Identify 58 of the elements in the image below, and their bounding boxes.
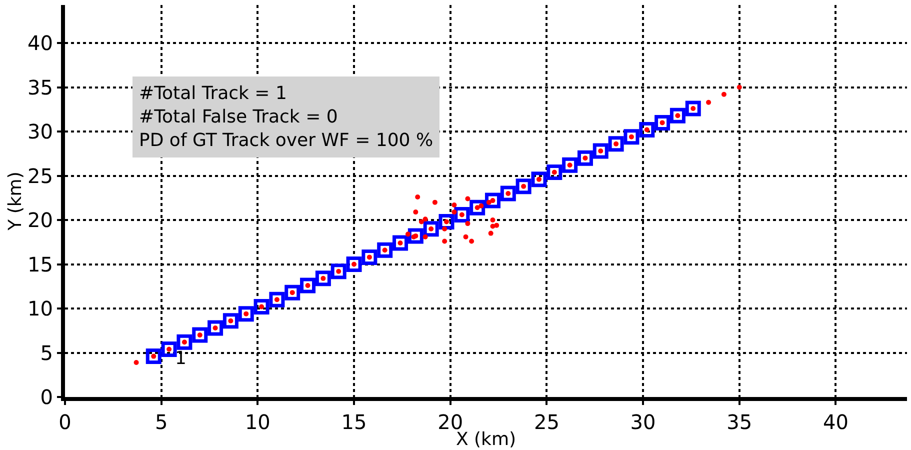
point bbox=[146, 348, 162, 364]
x-tick-label: 40 bbox=[822, 410, 848, 434]
x-axis-title: X (km) bbox=[456, 429, 516, 450]
y-tick-label: 35 bbox=[28, 75, 53, 100]
y-tick-label: 25 bbox=[28, 164, 53, 188]
point bbox=[624, 129, 640, 145]
point bbox=[500, 186, 516, 202]
point bbox=[300, 278, 316, 294]
y-tick-label: 5 bbox=[40, 340, 53, 365]
point bbox=[377, 242, 393, 258]
annotation: #Total False Track = 0 bbox=[139, 106, 338, 128]
x-tick-label: 5 bbox=[154, 410, 168, 434]
point bbox=[577, 150, 593, 166]
point bbox=[315, 270, 331, 286]
point bbox=[546, 164, 562, 180]
x-tick-label: 30 bbox=[630, 410, 656, 434]
y-tick-label: 40 bbox=[28, 31, 53, 56]
annotation: PD of GT Track over WF = 100 % bbox=[139, 130, 434, 151]
x-tick-label: 10 bbox=[244, 410, 270, 434]
point bbox=[192, 327, 208, 343]
annotation: #Total Track = 1 bbox=[139, 83, 287, 104]
point bbox=[470, 200, 486, 216]
point bbox=[516, 178, 532, 194]
point bbox=[346, 256, 362, 272]
point bbox=[608, 136, 624, 152]
point bbox=[531, 172, 547, 188]
point bbox=[423, 221, 439, 237]
point bbox=[208, 320, 224, 336]
point bbox=[484, 192, 500, 208]
point bbox=[592, 143, 608, 159]
point bbox=[222, 313, 238, 329]
x-tick-label: 35 bbox=[726, 410, 752, 434]
point bbox=[161, 341, 177, 357]
x-tick-label: 25 bbox=[534, 410, 560, 434]
point bbox=[408, 228, 424, 244]
point bbox=[269, 292, 285, 308]
point bbox=[284, 284, 300, 300]
point bbox=[562, 157, 578, 173]
point bbox=[362, 249, 378, 265]
y-tick-label: 30 bbox=[28, 120, 53, 144]
point bbox=[654, 114, 670, 130]
y-axis-title: Y (km) bbox=[5, 172, 26, 232]
point bbox=[176, 334, 192, 350]
y-tick-label: 20 bbox=[28, 208, 53, 232]
point bbox=[438, 214, 454, 230]
y-tick-label: 10 bbox=[28, 296, 53, 321]
point bbox=[254, 298, 270, 314]
y-tick-label: 15 bbox=[28, 252, 53, 276]
point bbox=[330, 264, 346, 280]
x-tick-label: 0 bbox=[58, 410, 72, 434]
y-tick-label: 0 bbox=[40, 385, 53, 409]
point bbox=[392, 235, 408, 251]
point bbox=[670, 108, 686, 124]
point bbox=[685, 100, 701, 116]
point bbox=[454, 206, 470, 222]
x-tick-label: 15 bbox=[341, 410, 367, 434]
point bbox=[639, 122, 655, 138]
point bbox=[238, 306, 254, 322]
